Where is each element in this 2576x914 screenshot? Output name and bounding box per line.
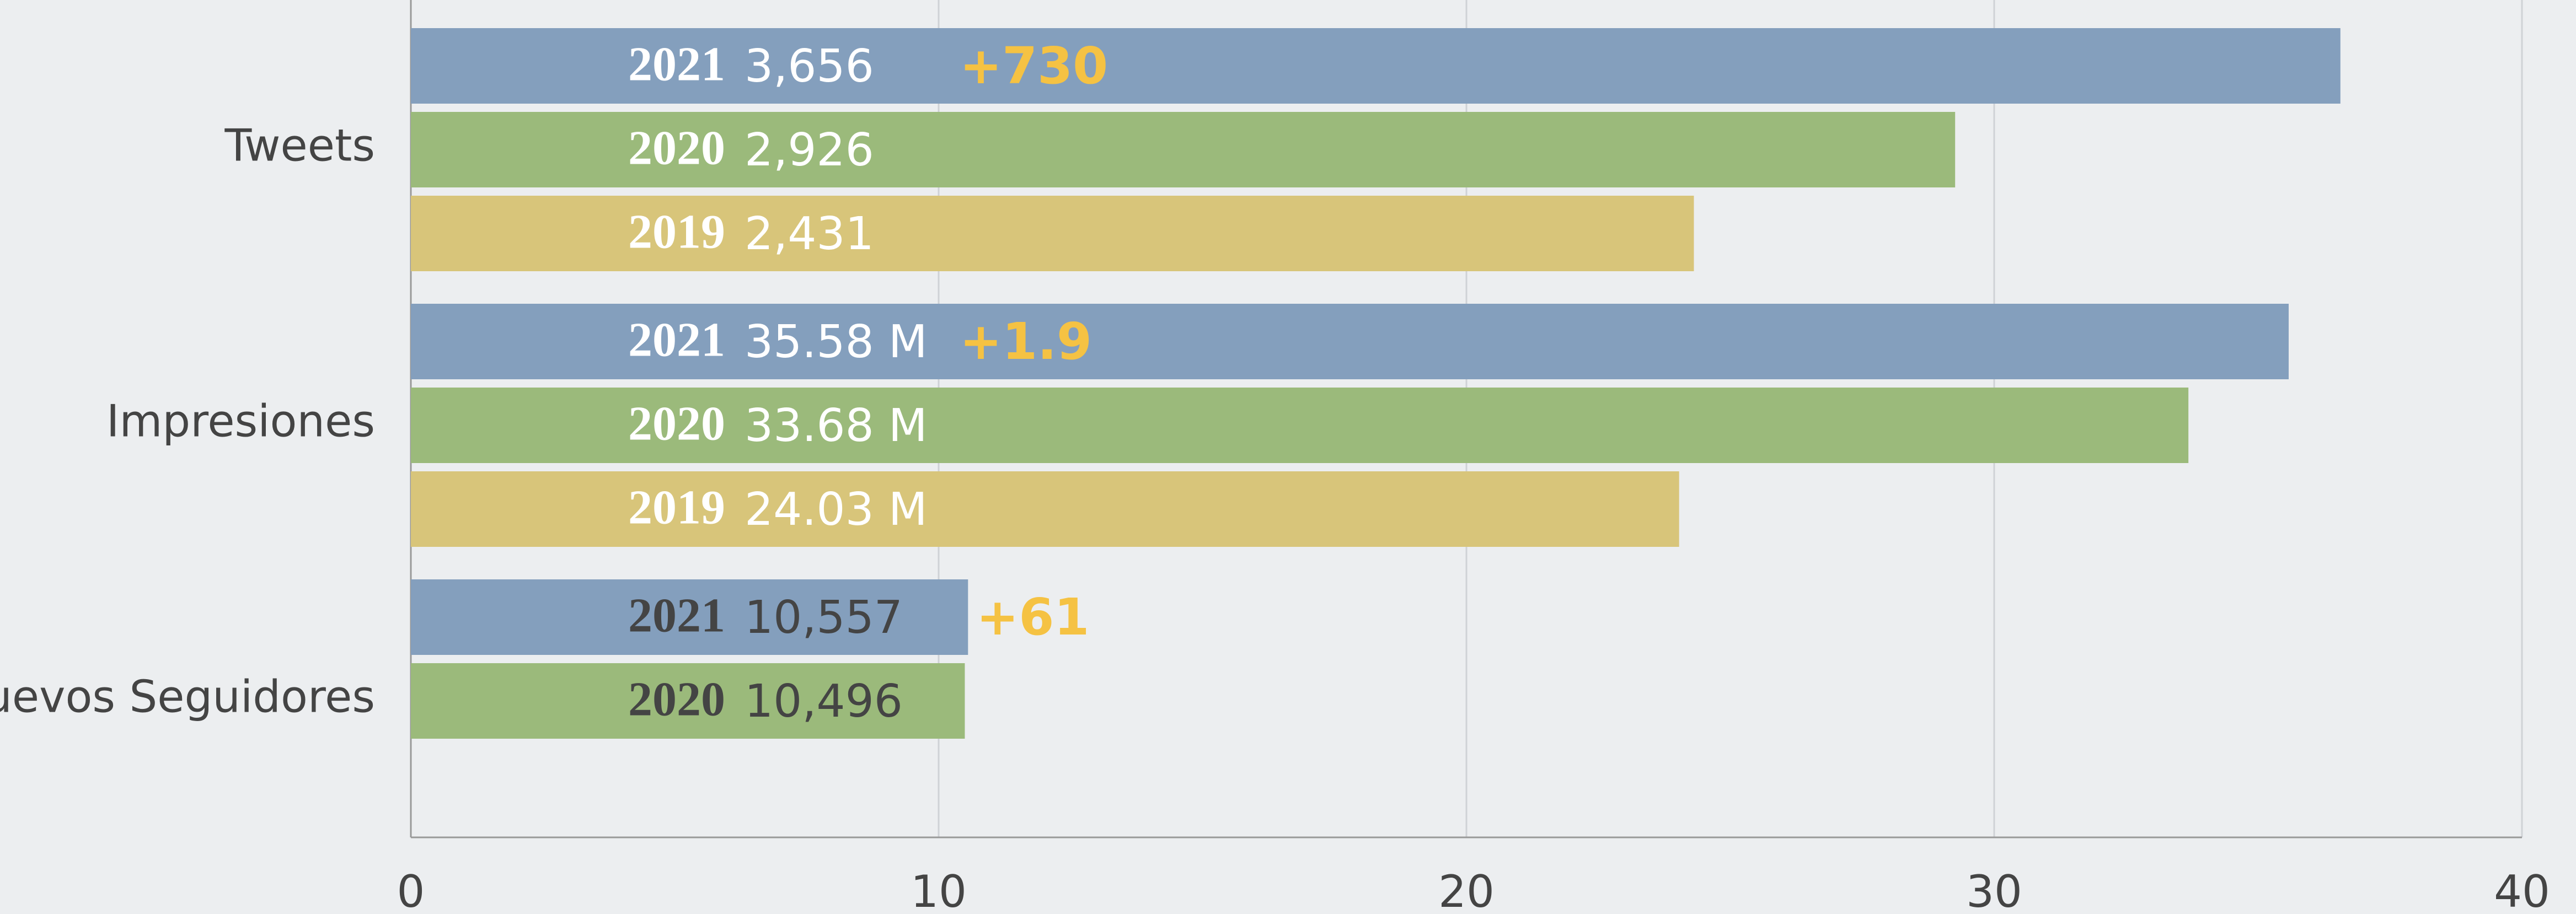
series-name: 2019: [628, 481, 725, 535]
series-name: 2019: [628, 206, 725, 259]
category-label: Impresiones: [106, 395, 375, 447]
series-name: 2021: [628, 589, 725, 643]
value-label: 3,656: [745, 40, 874, 93]
x-tick-label: 10: [911, 866, 967, 914]
annotation: +730: [960, 36, 1108, 95]
bar: [411, 28, 2341, 104]
series-name: 2020: [628, 673, 725, 727]
x-tick-label: 20: [1438, 866, 1495, 914]
annotation: +61: [976, 588, 1089, 647]
series-name: 2020: [628, 122, 725, 175]
bar: [411, 471, 1679, 547]
series-name: 2021: [628, 314, 725, 367]
value-label: 2,431: [745, 208, 874, 260]
x-tick-label: 0: [397, 866, 425, 914]
x-tick-label: 30: [1966, 866, 2022, 914]
x-tick-label: 40: [2494, 866, 2550, 914]
bar: [411, 196, 1694, 271]
category-label: Nuevos Seguidores: [0, 671, 375, 722]
value-label: 24.03 M: [745, 483, 928, 536]
bar: [411, 304, 2289, 379]
series-name: 2021: [628, 38, 725, 92]
value-label: 10,557: [745, 592, 903, 644]
bar: [411, 388, 2189, 463]
value-label: 35.58 M: [745, 316, 928, 368]
bar: [411, 112, 1956, 187]
series-name: 2020: [628, 397, 725, 451]
bar: [411, 579, 968, 655]
bar: [411, 663, 965, 739]
value-label: 10,496: [745, 675, 903, 728]
value-label: 33.68 M: [745, 400, 928, 452]
category-label: Tweets: [224, 120, 375, 171]
value-label: 2,926: [745, 124, 874, 176]
annotation: +1.9: [960, 312, 1092, 371]
